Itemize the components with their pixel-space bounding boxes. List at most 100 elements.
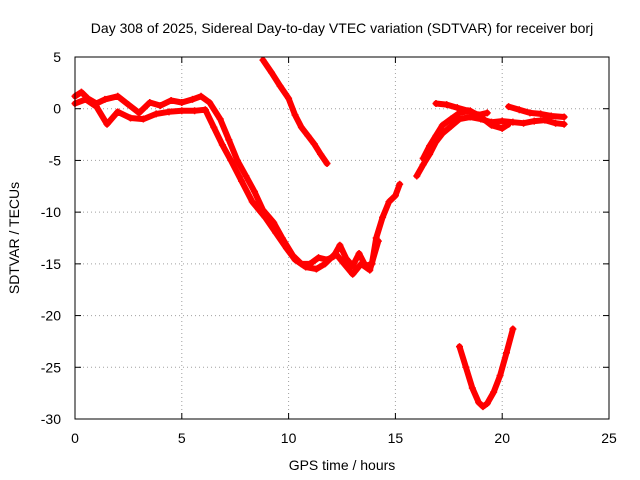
data-point xyxy=(490,388,498,396)
data-point xyxy=(321,260,329,268)
data-point xyxy=(285,94,293,102)
y-tick-label: -20 xyxy=(41,308,61,324)
data-point xyxy=(336,241,344,249)
data-point xyxy=(468,384,476,392)
data-point xyxy=(374,237,382,245)
x-tick-label: 0 xyxy=(71,430,79,446)
data-point xyxy=(282,244,290,252)
plot-frame xyxy=(74,56,610,420)
x-tick-label: 15 xyxy=(388,430,404,446)
x-axis-title: GPS time / hours xyxy=(289,457,396,473)
data-point xyxy=(218,141,226,149)
y-tick-label: 5 xyxy=(53,49,61,65)
data-point xyxy=(453,104,461,112)
data-point xyxy=(419,154,427,162)
data-point xyxy=(259,56,267,64)
data-series xyxy=(71,56,568,411)
x-tick-label: 25 xyxy=(601,430,617,446)
series-satellite-track-7 xyxy=(505,103,568,121)
data-point xyxy=(139,115,147,123)
x-tick-label: 10 xyxy=(281,430,297,446)
data-point xyxy=(146,99,154,107)
data-point xyxy=(547,112,555,120)
y-axis-title: SDTVAR / TECUs xyxy=(6,182,22,294)
y-tick-label: 0 xyxy=(53,101,61,117)
data-point xyxy=(216,115,224,123)
data-point xyxy=(526,109,534,117)
data-point xyxy=(413,172,421,180)
data-point xyxy=(505,120,513,128)
data-point xyxy=(323,160,331,168)
data-point xyxy=(225,136,233,144)
data-point xyxy=(152,110,160,118)
series-line xyxy=(72,89,403,269)
data-point xyxy=(479,403,487,411)
data-point xyxy=(438,121,446,129)
data-point xyxy=(210,123,218,131)
y-tick-label: -15 xyxy=(41,256,61,272)
data-point xyxy=(165,108,173,116)
data-point xyxy=(560,120,568,128)
data-point xyxy=(447,122,455,130)
data-point xyxy=(502,349,510,357)
data-point xyxy=(124,101,132,109)
data-point xyxy=(520,119,528,127)
data-point xyxy=(250,187,258,195)
data-point xyxy=(191,107,199,115)
data-point xyxy=(483,399,491,407)
data-point xyxy=(156,102,164,110)
data-point xyxy=(248,198,256,206)
chart-title: Day 308 of 2025, Sidereal Day-to-day VTE… xyxy=(91,20,593,36)
data-point xyxy=(379,213,387,221)
y-tick-label: -10 xyxy=(41,204,61,220)
data-point xyxy=(312,265,320,273)
data-point xyxy=(488,121,496,129)
data-point xyxy=(332,250,340,258)
data-point xyxy=(432,100,440,108)
data-point xyxy=(505,103,513,111)
data-point xyxy=(291,256,299,264)
data-point xyxy=(515,106,523,114)
data-point xyxy=(432,132,440,140)
data-point xyxy=(498,124,506,132)
data-point xyxy=(103,120,111,128)
series-line xyxy=(456,326,516,410)
data-point xyxy=(552,119,560,127)
data-point xyxy=(135,109,143,117)
data-point xyxy=(291,111,299,119)
data-point xyxy=(560,113,568,121)
data-point xyxy=(310,140,318,148)
data-point xyxy=(455,343,463,351)
data-point xyxy=(206,99,214,107)
data-point xyxy=(396,180,404,188)
y-tick-label: -25 xyxy=(41,359,61,375)
data-point xyxy=(530,117,538,125)
data-point xyxy=(357,260,365,268)
data-point xyxy=(178,107,186,115)
data-point xyxy=(537,110,545,118)
axis-ticks: 0 5 10 15 20 25 5 0 -5 -10 -15 -20 -25 -30 xyxy=(41,49,617,446)
data-point xyxy=(167,96,175,104)
data-point xyxy=(349,270,357,278)
data-point xyxy=(92,103,100,111)
data-point xyxy=(447,115,455,123)
data-point xyxy=(349,262,357,270)
data-point xyxy=(233,156,241,164)
data-point xyxy=(391,192,399,200)
y-tick-label: -5 xyxy=(49,152,62,168)
data-point xyxy=(475,398,483,406)
series-satellite-track-3 xyxy=(259,56,331,168)
data-point xyxy=(315,254,323,262)
data-point xyxy=(355,250,363,258)
data-point xyxy=(342,255,350,263)
data-point xyxy=(178,99,186,107)
data-point xyxy=(498,117,506,125)
data-point xyxy=(302,263,310,271)
data-point xyxy=(272,229,280,237)
data-point xyxy=(385,198,393,206)
data-point xyxy=(242,172,250,180)
data-point xyxy=(464,107,472,115)
data-point xyxy=(114,92,122,100)
data-point xyxy=(483,109,491,117)
